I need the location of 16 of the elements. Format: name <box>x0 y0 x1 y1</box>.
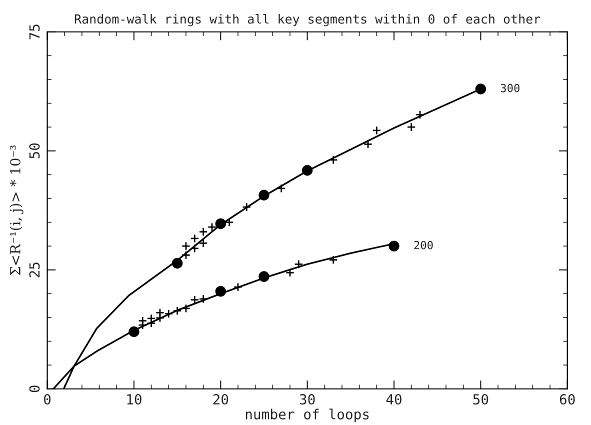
x-tick-label: 60 <box>560 394 575 405</box>
y-tick-label: 50 <box>29 143 40 158</box>
y-tick-label: 25 <box>29 262 40 278</box>
y-tick-label: 75 <box>29 24 40 40</box>
y-axis-title: Σ<R⁻¹(i, j)> * 10⁻³ <box>10 145 24 276</box>
x-tick-label: 20 <box>213 394 228 405</box>
x-tick-label: 0 <box>44 394 51 405</box>
x-tick-label: 50 <box>473 394 488 405</box>
x-axis-title: number of loops <box>246 408 369 422</box>
annotation: 300 <box>500 84 520 92</box>
x-tick-label: 40 <box>386 394 402 405</box>
annotation: 200 <box>414 240 433 250</box>
x-tick-label: 30 <box>300 394 315 405</box>
y-tick-label: 0 <box>29 386 40 392</box>
chart-title: Random-walk rings with all key segments within 0 of each other <box>74 14 540 26</box>
x-tick-label: 10 <box>127 394 142 405</box>
